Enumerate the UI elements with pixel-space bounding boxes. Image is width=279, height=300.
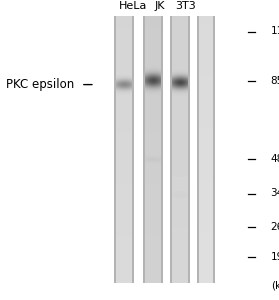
Text: 19: 19 bbox=[271, 252, 279, 262]
Text: 3T3: 3T3 bbox=[175, 2, 196, 11]
Text: 26: 26 bbox=[271, 221, 279, 232]
Text: HeLa: HeLa bbox=[119, 2, 148, 11]
Text: PKC epsilon: PKC epsilon bbox=[6, 78, 74, 91]
Text: 34: 34 bbox=[271, 188, 279, 199]
Text: 117: 117 bbox=[271, 26, 279, 37]
Text: 85: 85 bbox=[271, 76, 279, 86]
Text: 48: 48 bbox=[271, 154, 279, 164]
Text: (kD): (kD) bbox=[271, 280, 279, 291]
Text: JK: JK bbox=[155, 2, 165, 11]
